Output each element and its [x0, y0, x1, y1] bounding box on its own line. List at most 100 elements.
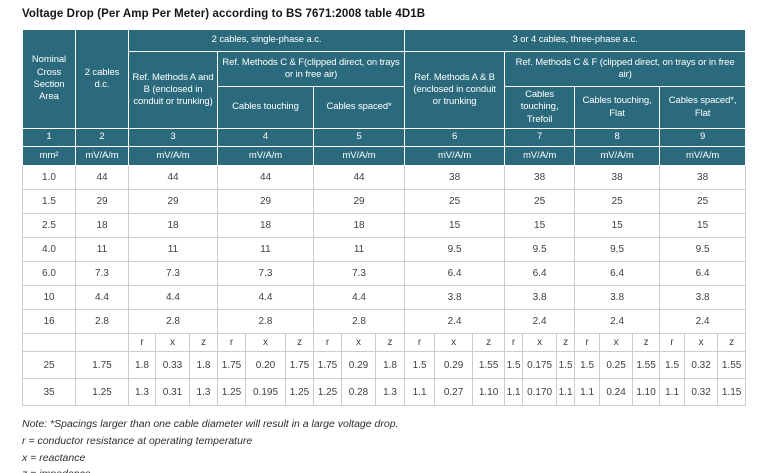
cell-x-label: x [245, 333, 286, 353]
cell-value: 1.1 [556, 378, 576, 407]
cell-size: 16 [22, 309, 76, 335]
cell-value: 4.4 [128, 285, 218, 311]
cell-r-label: r [504, 333, 524, 353]
col-number: 7 [504, 128, 576, 148]
header-tp-touching-trefoil: Cables touching, Trefoil [504, 85, 576, 130]
cell-value: 1.55 [472, 351, 506, 380]
cell-value: 1.25 [217, 378, 246, 407]
cell-value: 1.1 [659, 378, 686, 407]
cell-value: 18 [312, 213, 406, 239]
cell-value: 1.1 [404, 378, 436, 407]
cell-value: 0.24 [599, 378, 634, 407]
cell-size: 35 [22, 378, 76, 407]
cell-value: 1.10 [472, 378, 506, 407]
cell-value: 29 [312, 189, 406, 215]
cell-value: 44 [75, 165, 129, 191]
cell-value: 1.25 [285, 378, 314, 407]
cell-value: 1.8 [189, 351, 218, 380]
cell-value: 1.55 [717, 351, 747, 380]
cell-empty [22, 333, 76, 353]
unit-cell: mV/A/m [75, 146, 129, 167]
header-three-phase-group: 3 or 4 cables, three-phase a.c. [404, 29, 747, 52]
cell-value: 44 [217, 165, 314, 191]
col-number: 8 [574, 128, 661, 148]
cell-size: 2.5 [22, 213, 76, 239]
cell-value: 6.4 [404, 261, 506, 287]
cell-value: 7.3 [128, 261, 218, 287]
cell-value: 1.5 [556, 351, 576, 380]
cell-z-label: z [189, 333, 218, 353]
cell-value: 44 [128, 165, 218, 191]
cell-value: 1.5 [659, 351, 686, 380]
cell-size: 10 [22, 285, 76, 311]
cell-value: 0.33 [155, 351, 190, 380]
voltage-drop-table: Nominal Cross Section Area 2 cables d.c.… [22, 28, 747, 407]
footnote-spacing: Note: *Spacings larger than one cable di… [22, 418, 399, 431]
cell-value: 1.25 [313, 378, 342, 407]
cell-value: 1.10 [632, 378, 661, 407]
header-tp-methods-cf: Ref. Methods C & F (clipped direct, on t… [504, 51, 747, 87]
cell-value: 3.8 [659, 285, 747, 311]
cell-value: 0.29 [434, 351, 474, 380]
cell-x-label: x [599, 333, 634, 353]
cell-value: 11 [128, 237, 218, 263]
cell-value: 0.27 [434, 378, 474, 407]
cell-value: 1.5 [404, 351, 436, 380]
cell-value: 9.5 [659, 237, 747, 263]
cell-value: 15 [504, 213, 576, 239]
col-number: 2 [75, 128, 129, 148]
col-number: 9 [659, 128, 747, 148]
cell-value: 1.3 [374, 378, 406, 407]
unit-cell: mV/A/m [504, 146, 576, 167]
cell-value: 29 [217, 189, 314, 215]
cell-value: 25 [404, 189, 506, 215]
col-number: 3 [128, 128, 218, 148]
cell-value: 6.4 [504, 261, 576, 287]
cell-value: 1.75 [313, 351, 342, 380]
cell-z-label: z [374, 333, 406, 353]
cell-value: 2.8 [217, 309, 314, 335]
table-row: 4.0 11 11 11 11 9.5 9.5 9,5 9.5 [22, 237, 747, 263]
col-number: 4 [217, 128, 314, 148]
cell-value: 0.31 [155, 378, 190, 407]
cell-value: 38 [404, 165, 506, 191]
cell-value: 4.4 [217, 285, 314, 311]
header-nominal-cross-section: Nominal Cross Section Area [22, 28, 76, 130]
cell-z-label: z [717, 333, 747, 353]
header-sp-methods-ab: Ref. Methods A and B (enclosed in condui… [128, 50, 218, 130]
unit-cell: mV/A/m [128, 146, 218, 167]
cell-value: 0.32 [684, 378, 719, 407]
unit-cell: mV/A/m [312, 146, 406, 167]
table-row: 35 1.25 1.3 0.31 1.3 1.25 0.195 1.25 1.2… [22, 378, 747, 407]
cell-value: 1.1 [504, 378, 524, 407]
cell-value: 2.8 [128, 309, 218, 335]
cell-x-label: x [341, 333, 376, 353]
cell-value: 0.175 [522, 351, 558, 380]
cell-value: 1.75 [75, 351, 129, 380]
cell-value: 44 [312, 165, 406, 191]
cell-value: 3.8 [574, 285, 661, 311]
cell-value: 1.8 [374, 351, 406, 380]
rxz-label-row: r x z r x z r x z r x z r x z r x z r x [22, 333, 747, 353]
cell-value: 9,5 [574, 237, 661, 263]
table-row: 10 4.4 4.4 4.4 4.4 3.8 3.8 3.8 3.8 [22, 285, 747, 311]
cell-value: 29 [75, 189, 129, 215]
table-row: 2.5 18 18 18 18 15 15 15 15 [22, 213, 747, 239]
cell-value: 25 [504, 189, 576, 215]
cell-value: 7.3 [75, 261, 129, 287]
cell-x-label: x [155, 333, 190, 353]
cell-value: 38 [504, 165, 576, 191]
header-tp-methods-ab: Ref. Methods A & B (enclosed in conduit … [404, 50, 506, 130]
unit-row: mm² mV/A/m mV/A/m mV/A/m mV/A/m mV/A/m m… [22, 146, 747, 167]
header-single-phase-group: 2 cables, single-phase a.c. [127, 29, 406, 52]
cell-value: 0.32 [684, 351, 719, 380]
cell-value: 1.75 [217, 351, 246, 380]
footnote-r: r = conductor resistance at operating te… [22, 434, 253, 447]
cell-r-label: r [659, 333, 686, 353]
cell-value: 9.5 [404, 237, 506, 263]
cell-size: 1.5 [22, 189, 76, 215]
header-group-row: Nominal Cross Section Area 2 cables d.c.… [22, 28, 747, 130]
cell-value: 1.3 [189, 378, 218, 407]
cell-value: 38 [659, 165, 747, 191]
cell-r-label: r [217, 333, 246, 353]
